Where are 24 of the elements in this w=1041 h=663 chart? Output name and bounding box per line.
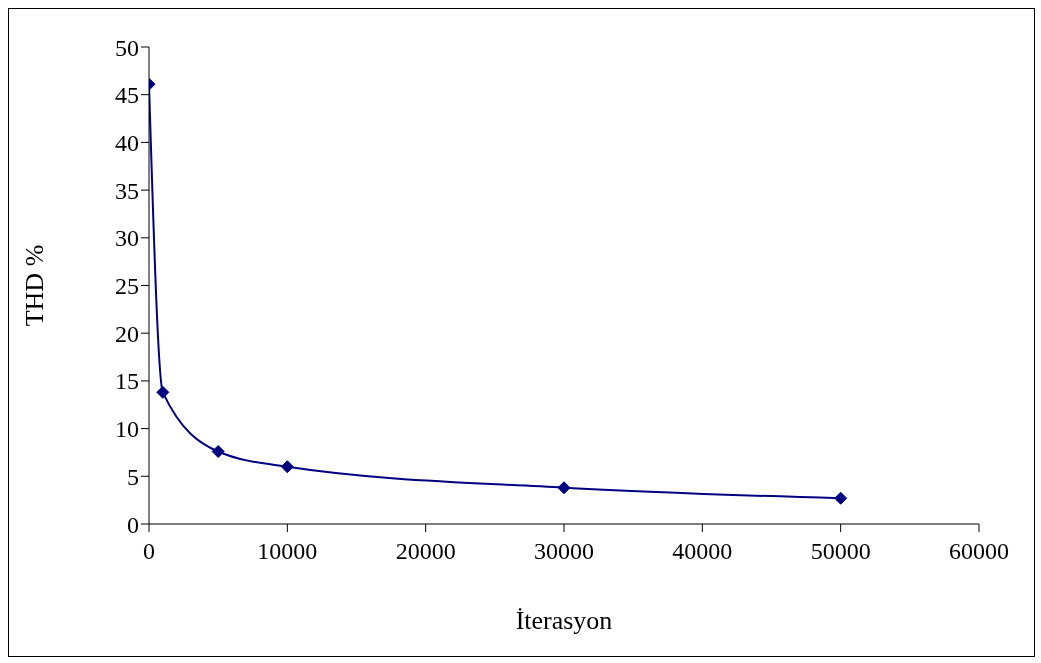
y-tick-label: 10	[115, 416, 139, 443]
point	[211, 445, 225, 458]
x-tick-label: 30000	[534, 538, 594, 565]
y-axis-title: THD %	[20, 244, 50, 327]
point	[156, 385, 170, 399]
y-tick-label: 45	[115, 82, 139, 109]
y-tick-label: 40	[115, 129, 139, 156]
y-tick-label: 25	[115, 273, 139, 300]
x-tick-label: 60000	[949, 538, 1009, 565]
x-tick-label: 40000	[672, 538, 733, 565]
point	[834, 491, 848, 505]
y-tick-label: 35	[115, 177, 139, 204]
y-tick-label: 20	[115, 320, 139, 347]
x-tick-label: 10000	[257, 538, 318, 565]
y-tick-label: 15	[115, 368, 139, 395]
x-axis-title: İterasyon	[515, 606, 613, 635]
x-tick-label: 50000	[810, 538, 871, 565]
y-tick-label: 30	[115, 225, 139, 252]
point	[557, 481, 571, 495]
point	[280, 460, 294, 474]
y-tick-label: 50	[115, 34, 139, 61]
x-tick-label: 20000	[395, 538, 456, 565]
y-tick-label: 5	[127, 463, 139, 490]
y-tick-label: 0	[127, 511, 139, 538]
